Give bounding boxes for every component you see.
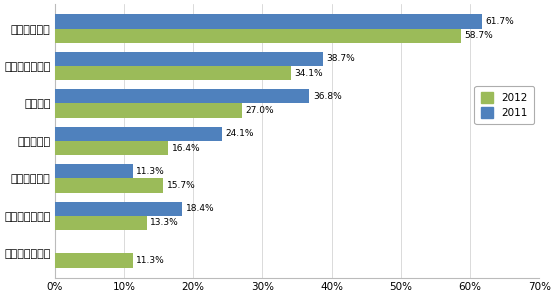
Bar (55, 253, 133, 268)
Text: 16.4%: 16.4% (171, 144, 200, 152)
Text: 11.3%: 11.3% (137, 256, 165, 265)
Legend: 2012, 2011: 2012, 2011 (475, 86, 534, 124)
Bar (55, 141, 168, 155)
Bar (55, 89, 310, 103)
Text: 15.7%: 15.7% (167, 181, 195, 190)
Bar (55, 164, 133, 178)
Text: 58.7%: 58.7% (465, 31, 493, 40)
Bar (55, 202, 182, 216)
Text: 27.0%: 27.0% (245, 106, 274, 115)
Bar (55, 66, 291, 80)
Bar (55, 216, 147, 230)
Bar (55, 14, 482, 28)
Text: 36.8%: 36.8% (313, 92, 342, 101)
Text: 38.7%: 38.7% (326, 54, 355, 63)
Text: 18.4%: 18.4% (185, 204, 214, 213)
Bar (55, 103, 241, 118)
Bar (55, 127, 221, 141)
Text: 61.7%: 61.7% (485, 17, 514, 26)
Text: 34.1%: 34.1% (294, 69, 323, 78)
Bar (55, 28, 461, 43)
Text: 13.3%: 13.3% (150, 218, 179, 227)
Bar (55, 178, 163, 193)
Bar (55, 52, 322, 66)
Text: 24.1%: 24.1% (225, 129, 254, 138)
Text: 11.3%: 11.3% (137, 167, 165, 176)
